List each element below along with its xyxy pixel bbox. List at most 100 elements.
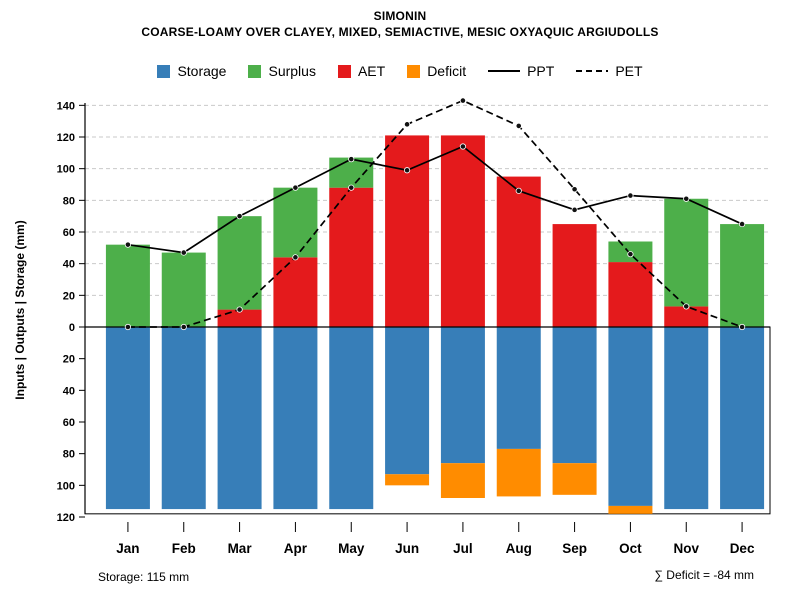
month-label: May xyxy=(338,541,365,556)
legend-label: Storage xyxy=(177,63,227,79)
month-label: Jan xyxy=(116,541,139,556)
ppt-marker xyxy=(292,184,299,191)
bar-storage xyxy=(385,327,430,475)
month-label: Dec xyxy=(730,541,755,556)
bar-surplus xyxy=(664,198,709,307)
pet-marker xyxy=(515,122,522,130)
bar-deficit xyxy=(496,448,541,497)
bar-storage xyxy=(161,327,206,510)
y-tick-label: 120 xyxy=(57,132,75,144)
pet-marker xyxy=(738,323,746,331)
chart-title: SIMONIN xyxy=(373,9,427,23)
pet-marker xyxy=(627,251,634,258)
bar-storage xyxy=(217,327,262,510)
legend-item-ppt: PPT xyxy=(488,63,554,79)
ppt-marker xyxy=(515,187,522,194)
x-axis-labels: Jan Feb Mar Apr May Jun Jul Aug Sep Oct Nov Dec xyxy=(116,522,755,556)
pet-marker xyxy=(683,303,690,310)
aet-swatch-icon xyxy=(337,64,351,78)
y-axis-title: Inputs | Outputs | Storage (mm) xyxy=(13,220,27,399)
month-label: Oct xyxy=(619,541,642,556)
legend-label: PET xyxy=(615,63,643,79)
pet-marker xyxy=(571,186,578,193)
chart-legend: Storage Surplus AET Deficit PPT PET xyxy=(0,63,800,79)
bar-deficit xyxy=(385,474,430,486)
storage-swatch-icon xyxy=(157,64,171,78)
legend-label: Deficit xyxy=(427,63,467,79)
y-tick-label: 60 xyxy=(63,417,75,429)
bar-surplus xyxy=(217,216,262,310)
ppt-marker xyxy=(683,195,690,202)
month-label: Apr xyxy=(284,541,308,556)
y-tick-label: 80 xyxy=(63,195,75,207)
month-label: Feb xyxy=(172,541,196,556)
pet-marker xyxy=(292,254,299,261)
bar-storage xyxy=(720,327,765,510)
bar-aet xyxy=(273,257,318,327)
bar-surplus xyxy=(161,252,206,327)
legend-label: AET xyxy=(357,63,386,79)
pet-marker xyxy=(236,306,243,313)
bar-storage xyxy=(664,327,709,510)
pet-line-sample-icon xyxy=(576,70,609,72)
legend-item-storage: Storage xyxy=(157,63,226,79)
legend-item-deficit: Deficit xyxy=(407,63,466,79)
bar-storage xyxy=(105,327,150,510)
ppt-line-sample-icon xyxy=(488,70,521,72)
legend-item-aet: AET xyxy=(337,63,386,79)
ppt-marker xyxy=(403,167,411,174)
bar-storage xyxy=(440,327,485,464)
bar-surplus xyxy=(273,187,318,258)
storage-note: Storage: 115 mm xyxy=(98,570,190,584)
deficit-sum-note: ∑ Deficit = -84 mm xyxy=(654,568,754,582)
y-tick-label: 100 xyxy=(57,164,75,176)
bar-surplus xyxy=(720,224,765,327)
y-tick-label: 0 xyxy=(69,322,75,334)
pet-line xyxy=(127,99,743,328)
bar-aet xyxy=(496,176,541,327)
ppt-marker xyxy=(459,143,467,150)
legend-item-pet: PET xyxy=(576,63,643,79)
y-tick-label: 120 xyxy=(57,512,75,524)
bar-aet xyxy=(608,262,653,327)
month-label: Jul xyxy=(453,541,473,556)
y-tick-label: 100 xyxy=(57,480,75,492)
bar-aet xyxy=(552,224,597,327)
y-tick-label: 40 xyxy=(63,385,75,397)
month-label: Sep xyxy=(562,541,587,556)
y-tick-label: 20 xyxy=(63,290,75,302)
y-tick-label: 20 xyxy=(63,354,75,366)
bar-storage xyxy=(329,327,374,510)
bar-storage xyxy=(608,327,653,506)
legend-item-surplus: Surplus xyxy=(248,63,316,79)
pet-marker xyxy=(459,97,467,104)
y-tick-label: 80 xyxy=(63,449,75,461)
bar-deficit xyxy=(552,463,597,495)
bar-aet xyxy=(217,309,262,327)
pet-marker xyxy=(180,323,187,331)
bar-storage xyxy=(552,327,597,464)
pet-marker xyxy=(403,121,411,128)
bar-deficit xyxy=(440,463,485,498)
bar-aet xyxy=(440,135,485,327)
ppt-marker xyxy=(236,213,243,220)
ppt-marker xyxy=(571,206,578,213)
month-label: Aug xyxy=(506,541,532,556)
legend-label: PPT xyxy=(527,63,555,79)
month-label: Mar xyxy=(228,541,253,556)
bar-storage xyxy=(496,327,541,449)
bar-surplus xyxy=(105,244,150,327)
chart-subtitle: COARSE-LOAMY OVER CLAYEY, MIXED, SEMIACT… xyxy=(141,25,659,39)
bars xyxy=(105,135,765,514)
ppt-marker xyxy=(124,241,132,248)
bar-deficit xyxy=(608,505,653,514)
ppt-marker xyxy=(627,192,634,199)
ppt-marker xyxy=(348,156,355,163)
ppt-marker xyxy=(738,220,746,228)
y-tick-label: 140 xyxy=(57,100,75,112)
y-tick-label: 60 xyxy=(63,227,75,239)
ppt-line xyxy=(127,145,743,254)
pet-marker xyxy=(348,184,355,191)
bar-aet xyxy=(664,306,709,327)
